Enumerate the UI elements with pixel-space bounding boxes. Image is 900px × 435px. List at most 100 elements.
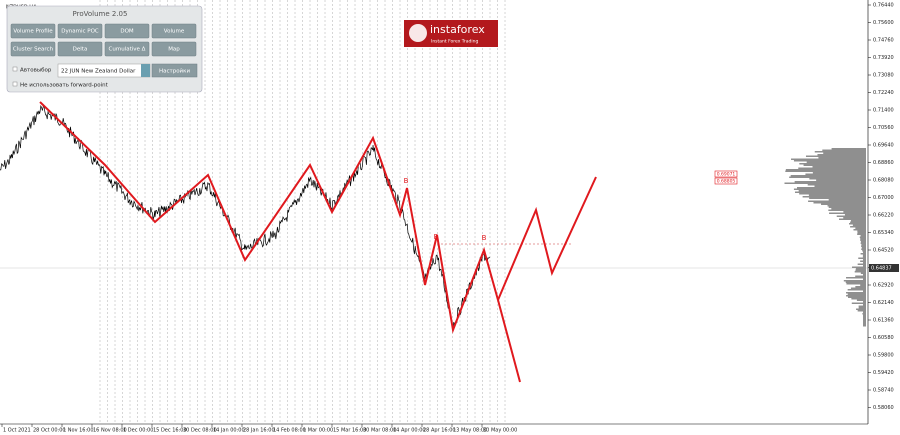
- price-label: 0.61360: [873, 318, 894, 324]
- profile-bar: [848, 296, 866, 298]
- logo-name: instaforex: [430, 23, 485, 36]
- profile-bar: [851, 298, 866, 300]
- time-label: 1 Oct 2021: [3, 428, 31, 434]
- profile-bar: [791, 158, 866, 160]
- time-label: 28 Jan 16:00: [243, 428, 275, 434]
- profile-bar: [858, 257, 866, 259]
- profile-bar: [843, 280, 866, 282]
- time-label: 14 Feb 08:00: [273, 428, 306, 434]
- price-label: 0.58740: [873, 388, 894, 394]
- panel-button[interactable]: [151, 23, 197, 39]
- current-price-box: [869, 264, 899, 272]
- profile-bar: [857, 232, 866, 234]
- profile-bar: [852, 266, 866, 268]
- settings[interactable]: Настройки: [159, 68, 190, 75]
- panel-button-label[interactable]: Cluster Search: [13, 47, 54, 53]
- price-label: 0.64520: [873, 248, 894, 254]
- profile-bar: [793, 160, 866, 162]
- settings-button[interactable]: [151, 63, 198, 78]
- profile-bar: [798, 167, 866, 169]
- profile-bar: [863, 265, 866, 267]
- price-label: 0.74760: [873, 38, 894, 44]
- price-label: 0.62140: [873, 300, 894, 306]
- profile-bar: [857, 263, 866, 265]
- profile-bar: [807, 184, 866, 186]
- profile-bar: [863, 262, 866, 264]
- profile-bar: [863, 325, 866, 327]
- forward-point[interactable]: Не использовать forward-point: [20, 83, 109, 89]
- profile-bar: [806, 161, 866, 163]
- time-label: 1 Mar 00:00: [303, 428, 333, 434]
- time-label: 28 Oct 00:00: [33, 428, 66, 434]
- price-label: 0.68860: [873, 160, 894, 166]
- profile-bar: [861, 244, 866, 246]
- checkbox[interactable]: [12, 81, 18, 87]
- profile-bar: [863, 323, 866, 325]
- profile-bar: [861, 245, 866, 247]
- panel-button-label[interactable]: DOM: [120, 29, 134, 35]
- profile-bar: [846, 283, 866, 285]
- price-label: 0.67000: [873, 195, 894, 201]
- panel-button[interactable]: [104, 23, 150, 39]
- price-label: 0.59420: [873, 370, 894, 376]
- profile-bar: [857, 310, 866, 312]
- profile-bar: [814, 185, 866, 187]
- panel-button-label[interactable]: Cumulative Δ: [109, 47, 146, 53]
- profile-bar: [823, 152, 866, 154]
- profile-bar: [863, 278, 866, 280]
- panel-button[interactable]: [104, 41, 150, 57]
- price-label: 0.68080: [873, 178, 894, 184]
- profile-bar: [860, 235, 866, 237]
- panel-button[interactable]: [151, 41, 197, 57]
- profile-bar: [863, 290, 866, 292]
- profile-bar: [839, 218, 866, 220]
- profile-bar: [850, 226, 866, 228]
- profile-bar: [809, 197, 866, 199]
- panel-button[interactable]: [57, 23, 103, 39]
- profile-bar: [863, 322, 866, 324]
- panel-title: ProVolume 2.05: [73, 10, 128, 18]
- panel-button[interactable]: [10, 41, 56, 57]
- profile-bar: [853, 229, 866, 231]
- profile-bar: [863, 304, 866, 306]
- profile-bar: [847, 289, 866, 291]
- panel-button-label[interactable]: Map: [168, 47, 180, 53]
- profile-bar: [860, 242, 866, 244]
- volume-profile: [784, 148, 866, 327]
- profile-bar: [798, 190, 866, 192]
- profile-bar: [814, 151, 866, 153]
- profile-bar: [805, 155, 866, 157]
- price-label: 0.71400: [873, 108, 894, 114]
- profile-bar: [851, 302, 866, 304]
- auto-select[interactable]: Автовыбор: [20, 68, 52, 74]
- instrument[interactable]: 22 JUN New Zealand Dollar: [61, 69, 136, 75]
- profile-bar: [854, 271, 866, 273]
- profile-bar: [828, 206, 866, 208]
- profile-bar: [863, 317, 866, 319]
- profile-bar: [852, 224, 866, 226]
- logo-tagline: Instant Forex Trading: [431, 39, 478, 45]
- price-label: 0.73920: [873, 55, 894, 61]
- panel-button-label[interactable]: Dynamic POC: [61, 29, 99, 35]
- checkbox[interactable]: [12, 66, 18, 72]
- panel-button-label[interactable]: Volume: [164, 29, 185, 35]
- panel-button-label[interactable]: Delta: [73, 47, 88, 53]
- profile-bar: [863, 259, 866, 261]
- panel-button-label[interactable]: Volume Profile: [13, 29, 53, 35]
- profile-bar: [856, 299, 866, 301]
- profile-bar: [797, 187, 866, 189]
- panel-button[interactable]: [10, 23, 56, 39]
- profile-bar: [855, 286, 866, 288]
- profile-bar: [785, 169, 866, 171]
- panel-button[interactable]: [57, 41, 103, 57]
- profile-bar: [850, 221, 866, 223]
- profile-bar: [827, 205, 866, 207]
- dropdown-arrow[interactable]: [141, 64, 150, 77]
- profile-bar: [855, 227, 866, 229]
- profile-bar: [855, 268, 866, 270]
- profile-bar: [794, 191, 866, 193]
- current-price: 0.64837: [871, 266, 892, 272]
- profile-bar: [799, 193, 866, 195]
- profile-bar: [862, 250, 866, 252]
